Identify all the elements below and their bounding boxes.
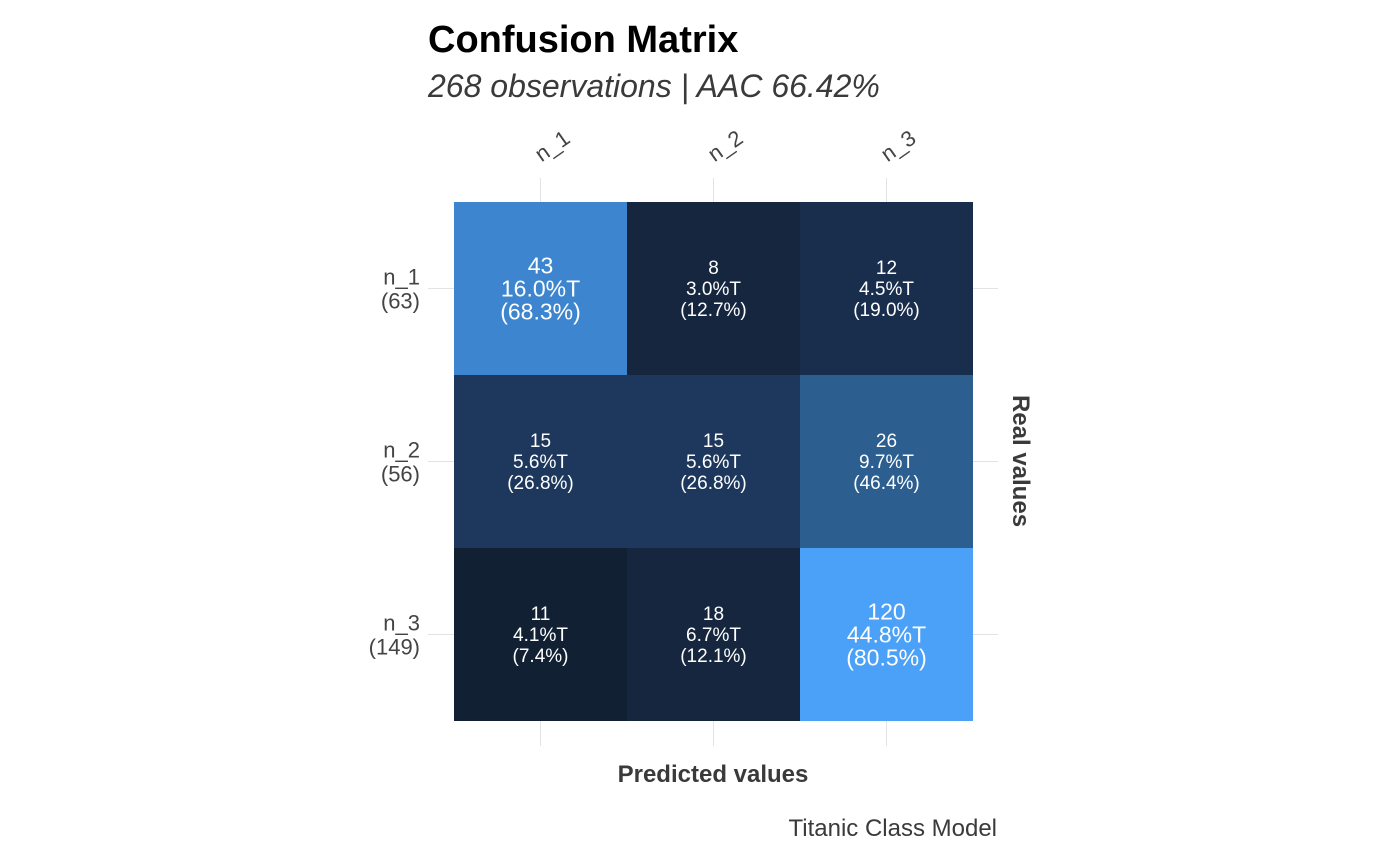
cell-count-label: 15 <box>530 431 551 452</box>
y-axis-ticks: n_1(63) n_2(56) n_3(149) <box>369 265 420 660</box>
cell-count-label: 43 <box>528 253 554 279</box>
cell-count-label: 8 <box>708 258 719 279</box>
y-tick-total: (56) <box>381 462 420 487</box>
cell-count-label: 120 <box>867 599 905 625</box>
x-axis-ticks: n_1 n_2 n_3 <box>530 125 920 167</box>
cell-row-pct-label: (12.1%) <box>680 646 747 667</box>
cell-total-pct-label: 16.0%T <box>501 276 580 302</box>
cell-count-label: 11 <box>531 604 551 625</box>
y-tick-label: n_2 <box>383 438 420 463</box>
cell-total-pct-label: 5.6%T <box>513 452 568 473</box>
cell-total-pct-label: 9.7%T <box>859 452 914 473</box>
y-tick-total: (149) <box>369 635 420 660</box>
x-tick-label: n_3 <box>876 125 920 167</box>
y-tick-label: n_3 <box>383 611 420 636</box>
matrix-cell <box>454 202 627 375</box>
cell-count-label: 15 <box>703 431 724 452</box>
matrix-cell <box>800 375 973 548</box>
matrix-cell <box>454 375 627 548</box>
cell-total-pct-label: 3.0%T <box>686 279 741 300</box>
cell-count-label: 26 <box>876 431 897 452</box>
chart-subtitle: 268 observations | AAC 66.42% <box>427 68 880 104</box>
x-axis-title: Predicted values <box>618 761 809 788</box>
chart-caption: Titanic Class Model <box>788 815 997 842</box>
matrix-cell <box>627 202 800 375</box>
matrix-cell <box>627 548 800 721</box>
y-tick-total: (63) <box>381 289 420 314</box>
cell-total-pct-label: 4.1%T <box>513 625 568 646</box>
cell-row-pct-label: (68.3%) <box>500 299 581 325</box>
cell-row-pct-label: (46.4%) <box>853 473 920 494</box>
cell-row-pct-label: (7.4%) <box>513 646 569 667</box>
x-tick-label: n_1 <box>530 125 574 167</box>
cell-total-pct-label: 4.5%T <box>859 279 914 300</box>
matrix-cell <box>627 375 800 548</box>
y-axis-title: Real values <box>1007 395 1034 527</box>
cell-total-pct-label: 6.7%T <box>686 625 741 646</box>
x-tick-label: n_2 <box>703 125 747 167</box>
cell-row-pct-label: (12.7%) <box>680 300 747 321</box>
cell-row-pct-label: (19.0%) <box>853 300 920 321</box>
matrix-cell <box>800 548 973 721</box>
cell-row-pct-label: (26.8%) <box>680 473 747 494</box>
cell-count-label: 18 <box>703 604 724 625</box>
cell-total-pct-label: 5.6%T <box>686 452 741 473</box>
y-tick-label: n_1 <box>383 265 420 290</box>
matrix-cell <box>454 548 627 721</box>
cell-row-pct-label: (80.5%) <box>846 645 927 671</box>
chart-title: Confusion Matrix <box>428 19 738 61</box>
cell-row-pct-label: (26.8%) <box>507 473 574 494</box>
matrix-cell <box>800 202 973 375</box>
cell-count-label: 12 <box>876 258 897 279</box>
cell-total-pct-label: 44.8%T <box>847 622 926 648</box>
